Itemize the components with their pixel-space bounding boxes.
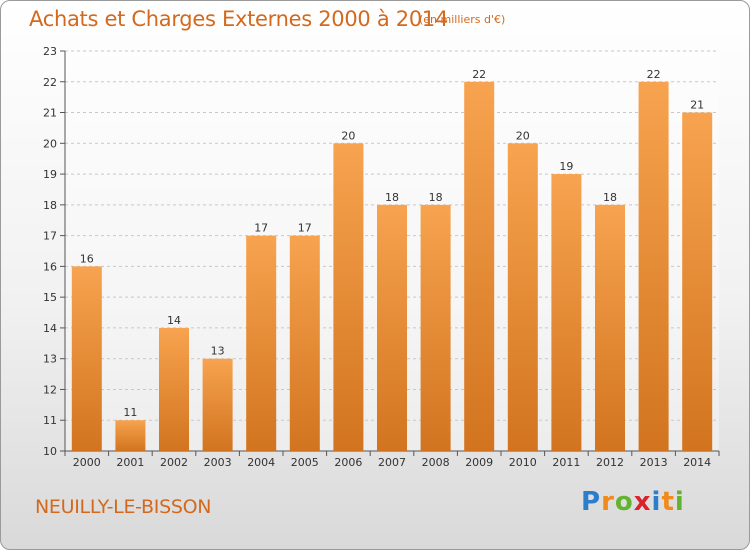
x-tick-label: 2006: [334, 456, 362, 469]
data-label: 19: [559, 160, 573, 173]
y-tick-label: 19: [43, 168, 57, 181]
bar: [595, 204, 625, 451]
bar: [115, 420, 146, 451]
bar: [464, 81, 495, 452]
y-tick-label: 18: [43, 199, 57, 212]
data-label: 17: [254, 222, 268, 235]
data-label: 17: [298, 222, 312, 235]
y-tick-label: 14: [43, 322, 57, 335]
chart-title: Achats et Charges Externes 2000 à 2014: [29, 7, 449, 31]
bar: [377, 204, 407, 451]
data-label: 21: [690, 99, 704, 112]
bar: [71, 266, 102, 451]
logo-letter: i: [674, 487, 685, 517]
data-label: 16: [80, 252, 94, 265]
bar: [420, 204, 451, 451]
data-label: 20: [341, 129, 355, 142]
x-tick-label: 2003: [204, 456, 232, 469]
x-tick-label: 2011: [552, 456, 580, 469]
bar: [551, 174, 582, 452]
y-tick-label: 17: [43, 230, 57, 243]
data-label: 18: [429, 191, 443, 204]
bar: [246, 235, 277, 451]
logo-letter: t: [661, 487, 675, 517]
logo-letter: x: [633, 487, 652, 517]
y-tick-label: 22: [43, 76, 57, 89]
data-label: 22: [647, 68, 661, 81]
proxiti-logo: Proxiti: [581, 487, 685, 517]
logo-letter: r: [601, 487, 615, 517]
x-tick-label: 2007: [378, 456, 406, 469]
logo-letter: P: [581, 487, 602, 517]
x-tick-label: 2005: [291, 456, 319, 469]
y-tick-label: 12: [43, 383, 57, 396]
x-tick-label: 2001: [116, 456, 144, 469]
bar: [202, 358, 233, 451]
bar: [159, 327, 189, 451]
x-tick-label: 2004: [247, 456, 275, 469]
y-tick-label: 21: [43, 107, 57, 120]
data-label: 11: [123, 406, 137, 419]
y-tick-label: 10: [43, 445, 57, 458]
data-label: 18: [603, 191, 617, 204]
bar: [682, 112, 713, 452]
data-label: 20: [516, 129, 530, 142]
x-tick-label: 2009: [465, 456, 493, 469]
logo-letter: o: [614, 487, 634, 517]
bar: [507, 143, 538, 452]
y-tick-label: 16: [43, 260, 57, 273]
y-tick-label: 11: [43, 414, 57, 427]
x-tick-label: 2014: [683, 456, 711, 469]
data-label: 22: [472, 68, 486, 81]
x-tick-label: 2010: [509, 456, 537, 469]
data-label: 13: [211, 345, 225, 358]
x-tick-label: 2000: [73, 456, 101, 469]
y-tick-label: 23: [43, 45, 57, 58]
bar: [333, 143, 364, 452]
x-tick-label: 2002: [160, 456, 188, 469]
chart-subtitle: (en milliers d'€): [419, 13, 506, 26]
data-label: 18: [385, 191, 399, 204]
data-label: 14: [167, 314, 181, 327]
x-tick-label: 2013: [640, 456, 668, 469]
y-tick-label: 15: [43, 291, 57, 304]
logo-letter: i: [651, 487, 662, 517]
x-tick-label: 2008: [422, 456, 450, 469]
y-tick-label: 13: [43, 353, 57, 366]
y-tick-label: 20: [43, 137, 57, 150]
bar: [638, 81, 669, 452]
x-tick-label: 2012: [596, 456, 624, 469]
place-name: NEUILLY-LE-BISSON: [35, 496, 212, 518]
bar: [289, 235, 320, 451]
